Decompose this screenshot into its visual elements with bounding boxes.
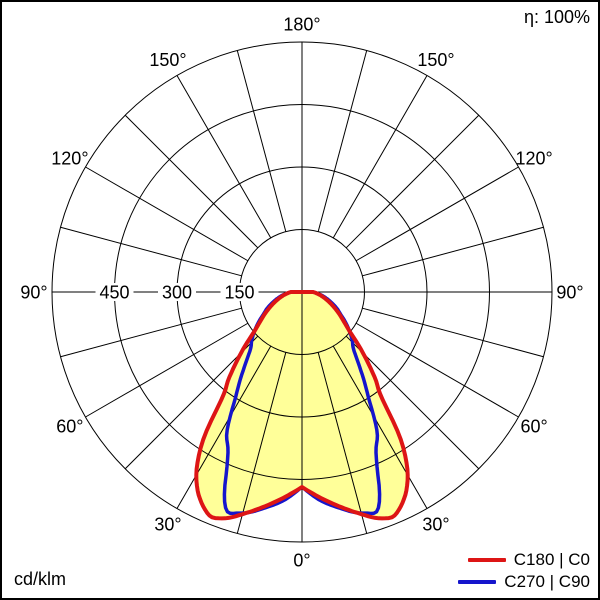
grid-radial-line — [176, 75, 272, 239]
angle-label-30-left: 30° — [154, 514, 181, 534]
grid-radial-line — [124, 335, 259, 470]
legend-item-c180-c0: C180 | C0 — [467, 550, 590, 569]
angle-label-90-left: 90° — [20, 282, 47, 302]
grid-radial-line — [345, 335, 480, 470]
curve-c180-c0 — [194, 290, 410, 521]
radial-tick-label: 150 — [224, 282, 254, 302]
angle-label-0: 0° — [293, 550, 310, 570]
radial-tick-label: 300 — [162, 282, 192, 302]
radial-tick-mask — [220, 283, 259, 301]
grid-radial-line — [236, 352, 287, 534]
legend-item-c270-c90: C270 | C90 — [458, 573, 590, 590]
grid-radial-line — [317, 352, 368, 534]
radial-tick-mask — [158, 283, 196, 301]
efficiency-label: η: 100% — [523, 7, 590, 27]
grid-radial-line — [60, 307, 242, 358]
angle-label-180: 180° — [283, 14, 320, 34]
legend-line-blue — [458, 579, 497, 584]
radial-tick-label: 450 — [99, 282, 129, 302]
angle-label-150: 150° — [417, 50, 454, 70]
angle-label-120: 120° — [515, 148, 552, 168]
grid-radial-line — [355, 166, 519, 262]
grid-radial-line — [332, 75, 428, 239]
grid-radial-line — [362, 226, 544, 277]
grid-radial-line — [124, 114, 259, 249]
grid-radial-line — [332, 345, 428, 509]
grid-radial-line — [176, 345, 272, 509]
legend-line-red — [467, 557, 506, 562]
legend-label: C270 | C90 — [504, 572, 590, 591]
angle-label-90: 90° — [556, 282, 583, 302]
grid-radial-line — [362, 307, 544, 358]
radial-tick-mask — [95, 283, 134, 301]
grid-radial-line — [317, 50, 368, 232]
angle-label-60: 60° — [520, 416, 547, 436]
grid-radial-line — [236, 50, 287, 232]
angle-label-150-left: 150° — [149, 50, 186, 70]
angle-label-120-left: 120° — [51, 148, 88, 168]
grid-radial-line — [60, 226, 242, 277]
grid-radial-line — [345, 114, 480, 249]
unit-label: cd/klm — [14, 569, 67, 589]
grid-radial-line — [85, 322, 249, 418]
grid-radial-line — [85, 166, 249, 262]
legend: C180 | C0 C270 | C90 — [458, 551, 590, 590]
legend-label: C180 | C0 — [513, 550, 590, 569]
grid-radial-line — [355, 322, 519, 418]
angle-label-60-left: 60° — [56, 416, 83, 436]
angle-label-30: 30° — [422, 514, 449, 534]
